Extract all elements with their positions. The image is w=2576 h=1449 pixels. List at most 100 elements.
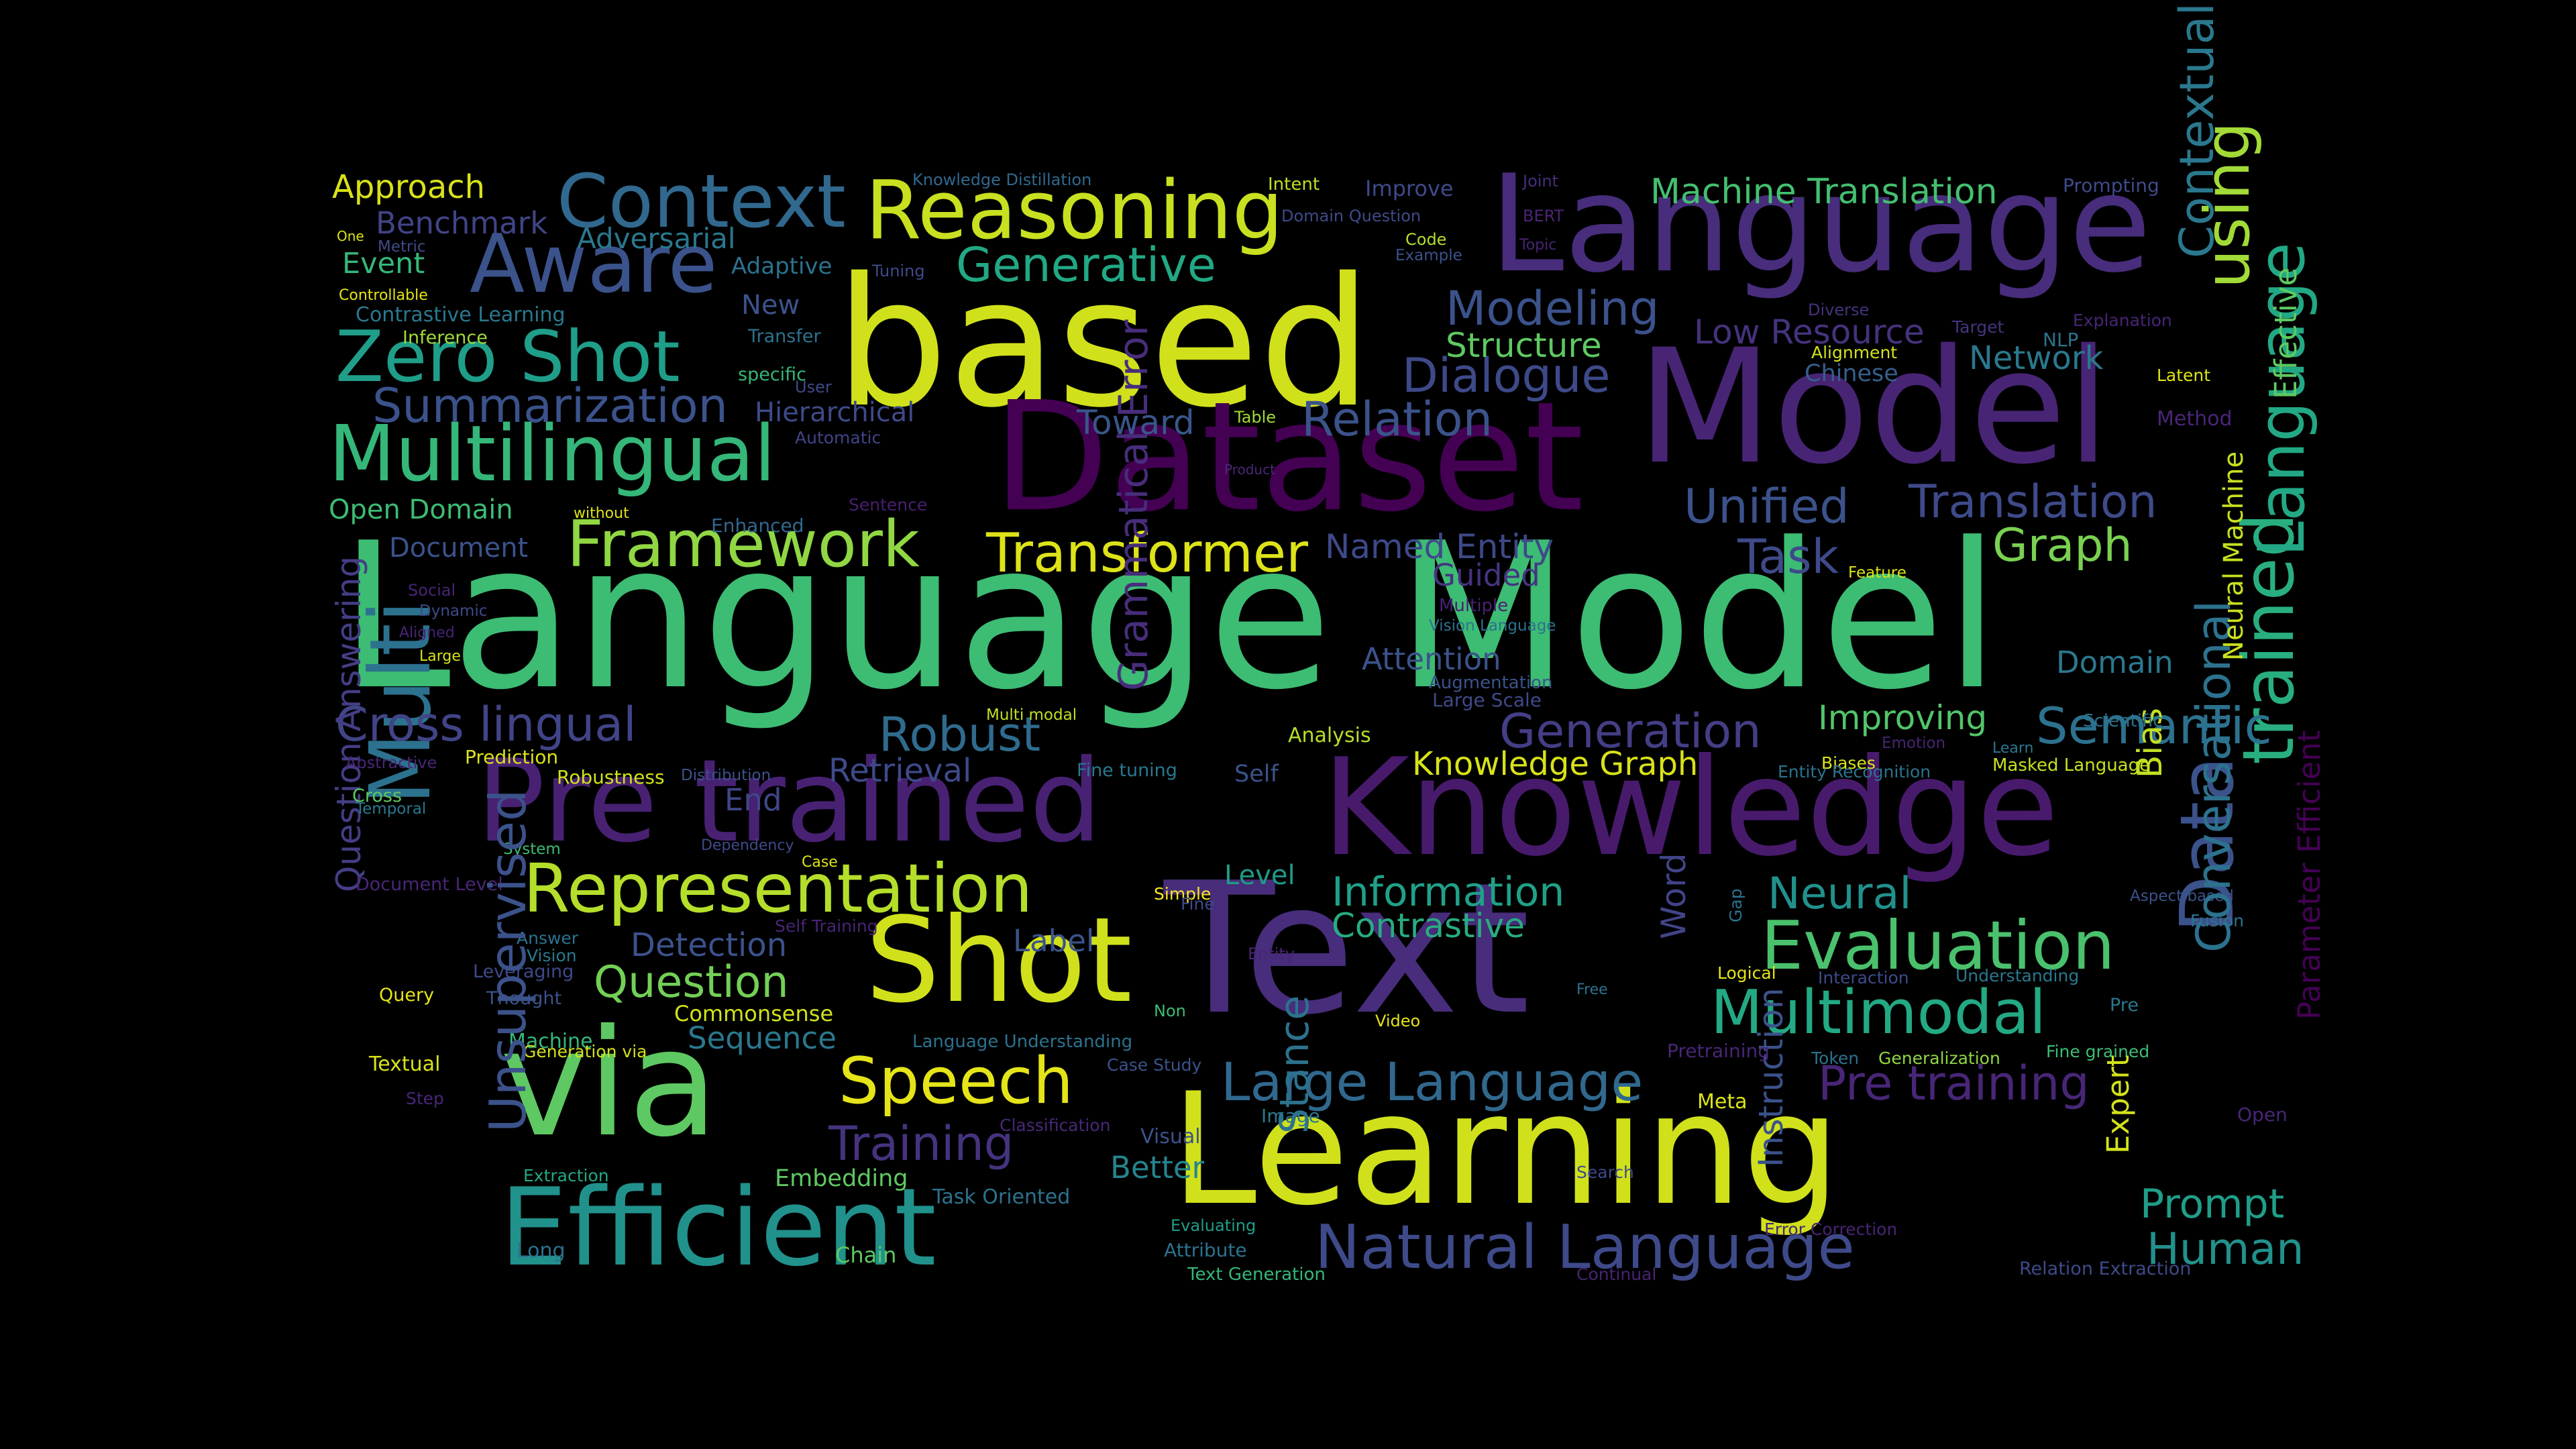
word-example: Example [1395, 247, 1462, 264]
word-large-language: Large Language [1221, 1053, 1644, 1113]
word-gap: Gap [1726, 888, 1746, 922]
word-context: Context [557, 158, 846, 244]
word-network: Network [1969, 339, 2104, 377]
word-case: Case [802, 854, 838, 871]
word-token: Token [1811, 1049, 1860, 1068]
word-domain-question: Domain Question [1281, 207, 1421, 225]
word-interaction: Interaction [1818, 968, 1909, 987]
word-multilingual: Multilingual [329, 409, 776, 499]
word-free: Free [1576, 981, 1608, 998]
word-unified: Unified [1684, 479, 1849, 534]
word-augmentation: Augmentation [1429, 673, 1553, 693]
word-benchmark: Benchmark [376, 205, 548, 241]
word-non: Non [1154, 1002, 1186, 1020]
word-document-level: Document Level [356, 874, 503, 895]
word-learn: Learn [1992, 740, 2034, 757]
word-image: Image [1261, 1105, 1320, 1127]
word-reasoning: Reasoning [865, 164, 1283, 258]
word-parameter-efficient: Parameter Efficient [2292, 730, 2327, 1020]
word-code: Code [1405, 230, 1447, 249]
word-event: Event [342, 247, 425, 280]
word-multi-modal: Multi modal [986, 706, 1077, 724]
word-classification: Classification [1000, 1116, 1111, 1135]
word-abstractive: Abstractive [345, 753, 437, 772]
word-self-training: Self Training [775, 916, 878, 936]
word-simple: Simple [1154, 884, 1212, 904]
word-distribution: Distribution [681, 767, 771, 784]
word-large-scale: Large Scale [1432, 689, 1542, 711]
word-semantic: Semantic [2036, 696, 2272, 755]
word-prompting: Prompting [2063, 174, 2159, 197]
word-fine-grained: Fine grained [2046, 1042, 2150, 1061]
word-chinese: Chinese [1805, 360, 1898, 387]
word-entity: Entity [1248, 945, 1295, 963]
word-contrastive-learning: Contrastive Learning [356, 303, 566, 327]
word-better: Better [1110, 1150, 1205, 1185]
word-dynamic: Dynamic [419, 602, 488, 620]
word-efficient: Efficient [500, 1165, 936, 1290]
word-bert: BERT [1523, 207, 1564, 225]
word-automatic: Automatic [795, 428, 881, 447]
word-hierarchical: Hierarchical [755, 397, 915, 428]
word-machine-translation: Machine Translation [1650, 172, 1998, 212]
word-product: Product [1224, 462, 1275, 478]
word-dialogue: Dialogue [1402, 348, 1611, 403]
word-evaluating: Evaluating [1171, 1216, 1256, 1235]
word-translation: Translation [1909, 476, 2157, 529]
word-information: Information [1332, 869, 1565, 916]
word-framework: Framework [567, 508, 920, 582]
word-meta: Meta [1697, 1090, 1748, 1114]
word-target: Target [1952, 317, 2004, 337]
word-dataset: Dataset [993, 370, 1585, 545]
word-low-resource: Low Resource [1694, 313, 1925, 352]
word-commonsense: Commonsense [674, 1001, 834, 1026]
word-knowledge-graph: Knowledge Graph [1412, 745, 1699, 783]
word-entity-recognition: Entity Recognition [1778, 762, 1931, 782]
word-embedding: Embedding [775, 1165, 908, 1192]
word-continual: Continual [1576, 1265, 1657, 1284]
word-adaptive: Adaptive [731, 253, 833, 280]
word-expert: Expert [2100, 1055, 2136, 1154]
word-grammatical-error: Grammatical Error [1110, 319, 1157, 691]
word-generation-via: Generation via [523, 1042, 647, 1061]
word-self: Self [1234, 761, 1279, 788]
word-structure: Structure [1446, 326, 1602, 365]
word-via: via [500, 998, 719, 1169]
word-evaluation: Evaluation [1761, 906, 2115, 985]
word-step: Step [406, 1089, 444, 1108]
word-video: Video [1375, 1012, 1421, 1030]
word-pretraining: Pretraining [1667, 1040, 1770, 1062]
word-neural: Neural [1768, 869, 1912, 919]
word-stance: Stance [1271, 995, 1318, 1134]
word-training: Training [828, 1116, 1014, 1171]
word-relation-extraction: Relation Extraction [2019, 1258, 2192, 1279]
word-inference: Inference [402, 327, 488, 348]
word-system: System [503, 841, 561, 858]
word-fine-tuning: Fine tuning [1077, 760, 1177, 781]
word-attention: Attention [1362, 641, 1501, 677]
word-shot: Shot [865, 893, 1132, 1029]
word-contextual: Contextual [2169, 3, 2224, 258]
word-chain: Chain [835, 1242, 897, 1268]
word-extraction: Extraction [523, 1166, 609, 1185]
word-alignment: Alignment [1811, 343, 1898, 362]
word-fusion: Fusion [2190, 911, 2244, 930]
word-level: Level [1224, 860, 1295, 891]
word-leveraging: Leveraging [473, 961, 574, 982]
word-aligned: Aligned [399, 625, 455, 641]
word-approach: Approach [332, 168, 486, 206]
word-explanation: Explanation [2073, 311, 2172, 330]
word-temporal: Temporal [356, 800, 427, 818]
word-method: Method [2157, 407, 2233, 431]
word-effective: Effective [2268, 267, 2304, 399]
word-domain: Domain [2056, 645, 2174, 680]
word-generative: Generative [956, 237, 1216, 292]
word-pre-training: Pre training [1818, 1056, 2090, 1111]
word-machine: Machine [508, 1030, 593, 1053]
word-zero-shot: Zero Shot [335, 316, 680, 398]
word-document: Document [389, 533, 529, 564]
word-neural-machine: Neural Machine [2218, 451, 2249, 661]
word-user: User [795, 378, 832, 396]
word-generalization: Generalization [1878, 1049, 2000, 1068]
word-table: Table [1234, 408, 1277, 427]
